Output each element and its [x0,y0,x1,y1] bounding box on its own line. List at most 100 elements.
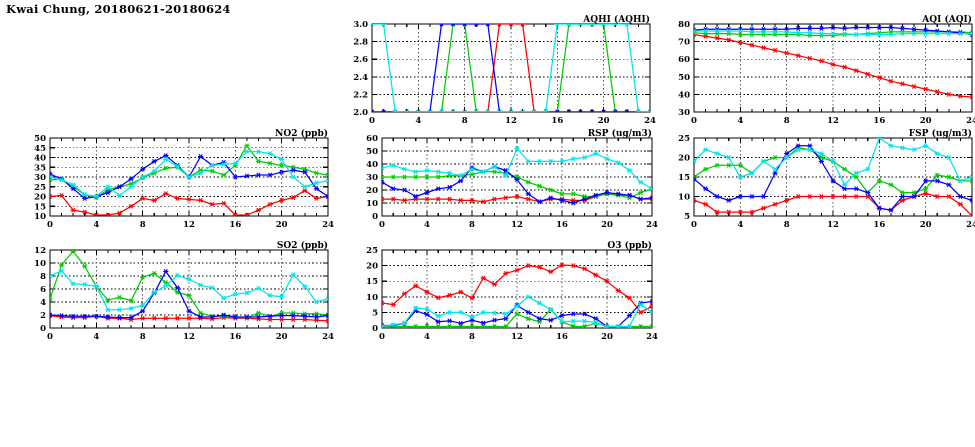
series-marker [593,272,599,278]
series-marker [749,42,755,48]
series-marker [570,156,576,162]
series-marker [93,212,99,216]
y-tick-label: 40 [678,90,690,100]
series-marker [140,195,146,201]
series-marker [255,158,262,164]
x-tick-label: 12 [827,116,839,126]
series-marker [267,172,273,178]
x-tick-label: 24 [322,220,334,230]
y-tick-label: 30 [678,108,690,118]
series-marker [593,151,599,157]
series-marker [760,205,767,211]
series-marker [221,172,227,178]
series-marker [559,158,565,164]
series-marker [473,24,479,27]
series-marker [581,196,588,202]
series-marker [876,25,882,30]
series-marker [795,143,801,149]
series-marker [818,31,825,37]
series-marker [795,194,801,199]
series-marker [626,323,633,328]
y-tick-label: 0 [40,324,46,334]
series-marker [853,174,859,180]
series-marker [244,143,250,149]
series-marker [290,310,296,316]
series-marker [649,299,652,304]
series-marker [899,145,906,151]
y-tick-label: 50 [366,147,378,157]
series-marker [957,93,964,99]
series-marker [508,24,514,27]
series-marker [737,194,743,199]
series-marker [480,320,486,326]
series-marker [491,310,498,316]
series-marker [737,174,743,180]
plot-title-fsp: FSP (ug/m3) [909,128,972,139]
series-marker [128,203,134,209]
x-tick-label: 8 [140,332,146,342]
series-marker [554,24,560,27]
chart-panel-aqi: 30 40 50 60 70 80 0 4 8 12 16 20 24 AQI (AQI) [668,14,975,126]
series-marker [876,32,882,38]
series-marker [525,294,531,300]
series-marker [415,109,421,112]
series-marker [714,151,720,157]
y-tick-label: 15 [366,277,378,287]
series-marker [458,178,464,184]
series-marker [244,290,250,296]
series-marker [58,313,65,319]
y-tick-label: 25 [678,134,690,144]
series-marker [390,302,396,308]
y-tick-label: 20 [678,154,690,164]
plot-title-aqhi: AQHI (AQHI) [582,14,650,25]
series-marker [496,24,503,27]
series-marker [413,323,419,328]
series-marker [151,168,157,174]
series-marker [934,172,940,178]
series-marker [548,187,554,193]
series-marker [525,309,531,315]
series-marker [128,306,134,311]
y-tick-label: 2.8 [353,38,368,48]
chart-panel-no2: 10 15 20 25 30 35 40 45 50 0 4 8 12 16 20 24 NO2 (ppb) [24,128,336,230]
series-marker [232,212,238,216]
series-marker [807,194,813,199]
y-tick-label: 45 [34,144,46,154]
series-marker [404,109,410,112]
series-marker [232,174,238,180]
series-marker [818,194,825,199]
series-marker [570,263,576,269]
series-marker [382,300,385,306]
series-marker [58,177,65,183]
series-marker [615,191,621,197]
series-marker [491,169,498,175]
x-tick-label: 24 [322,332,334,342]
series-marker [197,282,204,288]
series-marker [876,138,882,141]
series-marker [221,295,227,301]
series-marker [186,308,192,314]
series-marker [726,197,732,203]
series-marker [899,190,906,196]
x-tick-label: 16 [551,116,563,126]
series-marker [313,195,320,201]
series-marker [255,149,262,155]
y-tick-label: 25 [366,246,378,256]
x-tick-label: 16 [556,332,568,342]
series-marker [737,28,743,34]
x-tick-label: 20 [920,116,932,126]
series-marker [435,323,441,328]
series-marker [726,37,732,43]
series-marker [807,143,813,149]
x-tick-label: 24 [966,116,975,126]
series-marker [638,190,644,196]
series-marker [807,147,813,153]
series-marker [638,302,644,308]
series-marker [255,285,262,291]
series-marker [570,311,576,317]
series-marker [841,194,848,199]
series-marker [290,174,296,180]
y-tick-label: 60 [678,55,690,65]
series-marker [435,169,441,175]
series-marker [244,314,250,320]
